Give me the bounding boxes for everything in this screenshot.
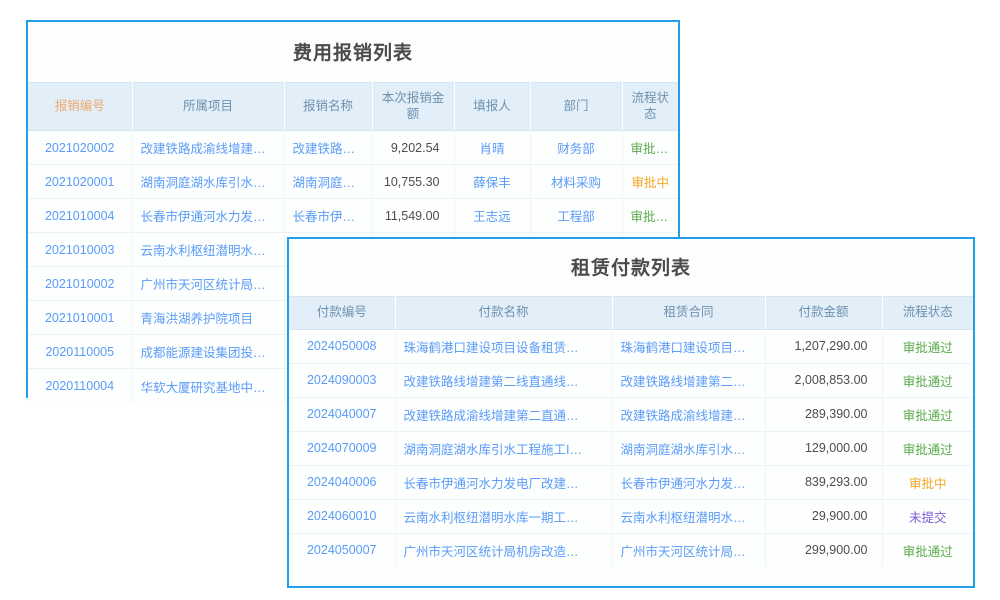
expense-cell-department: 材料采购	[530, 164, 623, 200]
status-badge: 审批中	[882, 465, 973, 500]
table-row[interactable]: 2021020001 湖南洞庭湖水库引水工… 湖南洞庭湖… 10,755.30 …	[28, 164, 678, 200]
status-badge: 审批通过	[882, 431, 973, 466]
lease-table: 付款编号 付款名称 租赁合同 付款金额 流程状态 2024050008 珠海鹤港…	[289, 296, 973, 568]
lease-panel-title: 租赁付款列表	[570, 258, 691, 279]
expense-cell-project[interactable]: 云南水利枢纽潜明水库…	[132, 232, 285, 268]
lease-cell-name[interactable]: 云南水利枢纽潜明水库一期工…	[395, 499, 613, 534]
lease-cell-contract[interactable]: 云南水利枢纽潜明水…	[612, 499, 766, 534]
expense-cell-code[interactable]: 2021020001	[28, 164, 133, 200]
status-badge: 审批通过	[622, 198, 678, 234]
expense-col-reporter[interactable]: 填报人	[454, 81, 531, 132]
lease-table-body: 2024050008 珠海鹤港口建设项目设备租赁… 珠海鹤港口建设项目… 1,2…	[289, 329, 973, 568]
lease-col-name[interactable]: 付款名称	[395, 296, 613, 330]
lease-cell-name[interactable]: 长春市伊通河水力发电厂改建…	[395, 465, 613, 500]
expense-cell-code[interactable]: 2021010001	[28, 300, 133, 336]
expense-cell-amount: 11,549.00	[372, 198, 455, 234]
lease-cell-amount: 129,000.00	[765, 431, 883, 466]
lease-col-contract[interactable]: 租赁合同	[612, 296, 766, 330]
expense-cell-code[interactable]: 2021020002	[28, 130, 133, 166]
table-row[interactable]: 2024040007 改建铁路成渝线增建第二直通… 改建铁路成渝线增建… 289…	[289, 397, 973, 432]
expense-cell-project[interactable]: 湖南洞庭湖水库引水工…	[132, 164, 285, 200]
lease-cell-code[interactable]: 2024050007	[289, 533, 396, 568]
lease-cell-code[interactable]: 2024050008	[289, 329, 396, 364]
expense-col-name[interactable]: 报销名称	[284, 81, 373, 132]
lease-cell-name[interactable]: 珠海鹤港口建设项目设备租赁…	[395, 329, 613, 364]
status-badge: 审批通过	[882, 533, 973, 568]
lease-col-code[interactable]: 付款编号	[289, 296, 396, 330]
status-badge: 审批通过	[882, 363, 973, 398]
expense-table-header: 报销编号 所属项目 报销名称 本次报销金额 填报人 部门 流程状态	[28, 81, 678, 132]
table-row[interactable]: 2024090003 改建铁路线增建第二线直通线… 改建铁路线增建第二… 2,0…	[289, 363, 973, 398]
expense-cell-code[interactable]: 2020110005	[28, 334, 133, 370]
expense-cell-code[interactable]: 2021010004	[28, 198, 133, 234]
lease-cell-amount: 839,293.00	[765, 465, 883, 500]
lease-cell-name[interactable]: 湖南洞庭湖水库引水工程施工I…	[395, 431, 613, 466]
lease-cell-code[interactable]: 2024040006	[289, 465, 396, 500]
table-row[interactable]: 2024050008 珠海鹤港口建设项目设备租赁… 珠海鹤港口建设项目… 1,2…	[289, 329, 973, 364]
status-badge: 审批通过	[882, 329, 973, 364]
lease-cell-code[interactable]: 2024090003	[289, 363, 396, 398]
expense-cell-department: 工程部	[530, 198, 623, 234]
expense-cell-project[interactable]: 长春市伊通河水力发电…	[132, 198, 285, 234]
expense-cell-name[interactable]: 湖南洞庭湖…	[284, 164, 373, 200]
lease-cell-code[interactable]: 2024060010	[289, 499, 396, 534]
table-row[interactable]: 2024060010 云南水利枢纽潜明水库一期工… 云南水利枢纽潜明水… 29,…	[289, 499, 973, 534]
lease-cell-contract[interactable]: 长春市伊通河水力发…	[612, 465, 766, 500]
lease-col-status[interactable]: 流程状态	[882, 296, 973, 330]
expense-cell-project[interactable]: 青海洪湖养护院项目	[132, 300, 285, 336]
status-badge: 审批通过	[882, 397, 973, 432]
lease-cell-contract[interactable]: 广州市天河区统计局…	[612, 533, 766, 568]
lease-cell-amount: 29,900.00	[765, 499, 883, 534]
lease-col-amount[interactable]: 付款金额	[765, 296, 883, 330]
expense-col-code[interactable]: 报销编号	[28, 81, 133, 132]
expense-col-department[interactable]: 部门	[530, 81, 623, 132]
status-badge: 审批中	[622, 164, 678, 200]
expense-cell-reporter: 薛保丰	[454, 164, 531, 200]
expense-cell-project[interactable]: 改建铁路成渝线增建第…	[132, 130, 285, 166]
table-row[interactable]: 2021020002 改建铁路成渝线增建第… 改建铁路成… 9,202.54 肖…	[28, 130, 678, 166]
expense-cell-code[interactable]: 2021010002	[28, 266, 133, 302]
expense-col-amount[interactable]: 本次报销金额	[372, 81, 455, 132]
expense-cell-project[interactable]: 成都能源建设集团投资…	[132, 334, 285, 370]
lease-cell-name[interactable]: 改建铁路成渝线增建第二直通…	[395, 397, 613, 432]
status-badge: 未提交	[882, 499, 973, 534]
expense-cell-reporter: 肖晴	[454, 130, 531, 166]
lease-cell-contract[interactable]: 改建铁路成渝线增建…	[612, 397, 766, 432]
lease-cell-amount: 299,900.00	[765, 533, 883, 568]
lease-cell-contract[interactable]: 改建铁路线增建第二…	[612, 363, 766, 398]
expense-cell-name[interactable]: 长春市伊通…	[284, 198, 373, 234]
expense-cell-code[interactable]: 2020110004	[28, 368, 133, 403]
expense-cell-amount: 9,202.54	[372, 130, 455, 166]
lease-table-header: 付款编号 付款名称 租赁合同 付款金额 流程状态	[289, 296, 973, 330]
table-row[interactable]: 2024040006 长春市伊通河水力发电厂改建… 长春市伊通河水力发… 839…	[289, 465, 973, 500]
lease-cell-name[interactable]: 广州市天河区统计局机房改造…	[395, 533, 613, 568]
expense-cell-project[interactable]: 广州市天河区统计局机…	[132, 266, 285, 302]
expense-cell-code[interactable]: 2021010003	[28, 232, 133, 268]
lease-cell-amount: 289,390.00	[765, 397, 883, 432]
expense-panel-title: 费用报销列表	[292, 43, 413, 64]
lease-cell-amount: 2,008,853.00	[765, 363, 883, 398]
table-row[interactable]: 2021010004 长春市伊通河水力发电… 长春市伊通… 11,549.00 …	[28, 198, 678, 234]
lease-cell-contract[interactable]: 珠海鹤港口建设项目…	[612, 329, 766, 364]
lease-cell-code[interactable]: 2024040007	[289, 397, 396, 432]
expense-cell-reporter: 王志远	[454, 198, 531, 234]
expense-cell-amount: 10,755.30	[372, 164, 455, 200]
expense-cell-project[interactable]: 华软大厦研究基地中央…	[132, 368, 285, 403]
lease-cell-contract[interactable]: 湖南洞庭湖水库引水…	[612, 431, 766, 466]
table-row[interactable]: 2024050007 广州市天河区统计局机房改造… 广州市天河区统计局… 299…	[289, 533, 973, 568]
status-badge: 审批通过	[622, 130, 678, 166]
expense-cell-department: 财务部	[530, 130, 623, 166]
lease-payment-panel: 租赁付款列表 付款编号 付款名称 租赁合同 付款金额 流程状态 20240500…	[287, 237, 975, 588]
lease-cell-code[interactable]: 2024070009	[289, 431, 396, 466]
expense-col-status[interactable]: 流程状态	[622, 81, 678, 132]
table-row[interactable]: 2024070009 湖南洞庭湖水库引水工程施工I… 湖南洞庭湖水库引水… 12…	[289, 431, 973, 466]
lease-cell-name[interactable]: 改建铁路线增建第二线直通线…	[395, 363, 613, 398]
expense-header-row: 报销编号 所属项目 报销名称 本次报销金额 填报人 部门 流程状态	[28, 81, 678, 132]
lease-header-row: 付款编号 付款名称 租赁合同 付款金额 流程状态	[289, 296, 973, 330]
expense-col-project[interactable]: 所属项目	[132, 81, 285, 132]
expense-cell-name[interactable]: 改建铁路成…	[284, 130, 373, 166]
lease-cell-amount: 1,207,290.00	[765, 329, 883, 364]
